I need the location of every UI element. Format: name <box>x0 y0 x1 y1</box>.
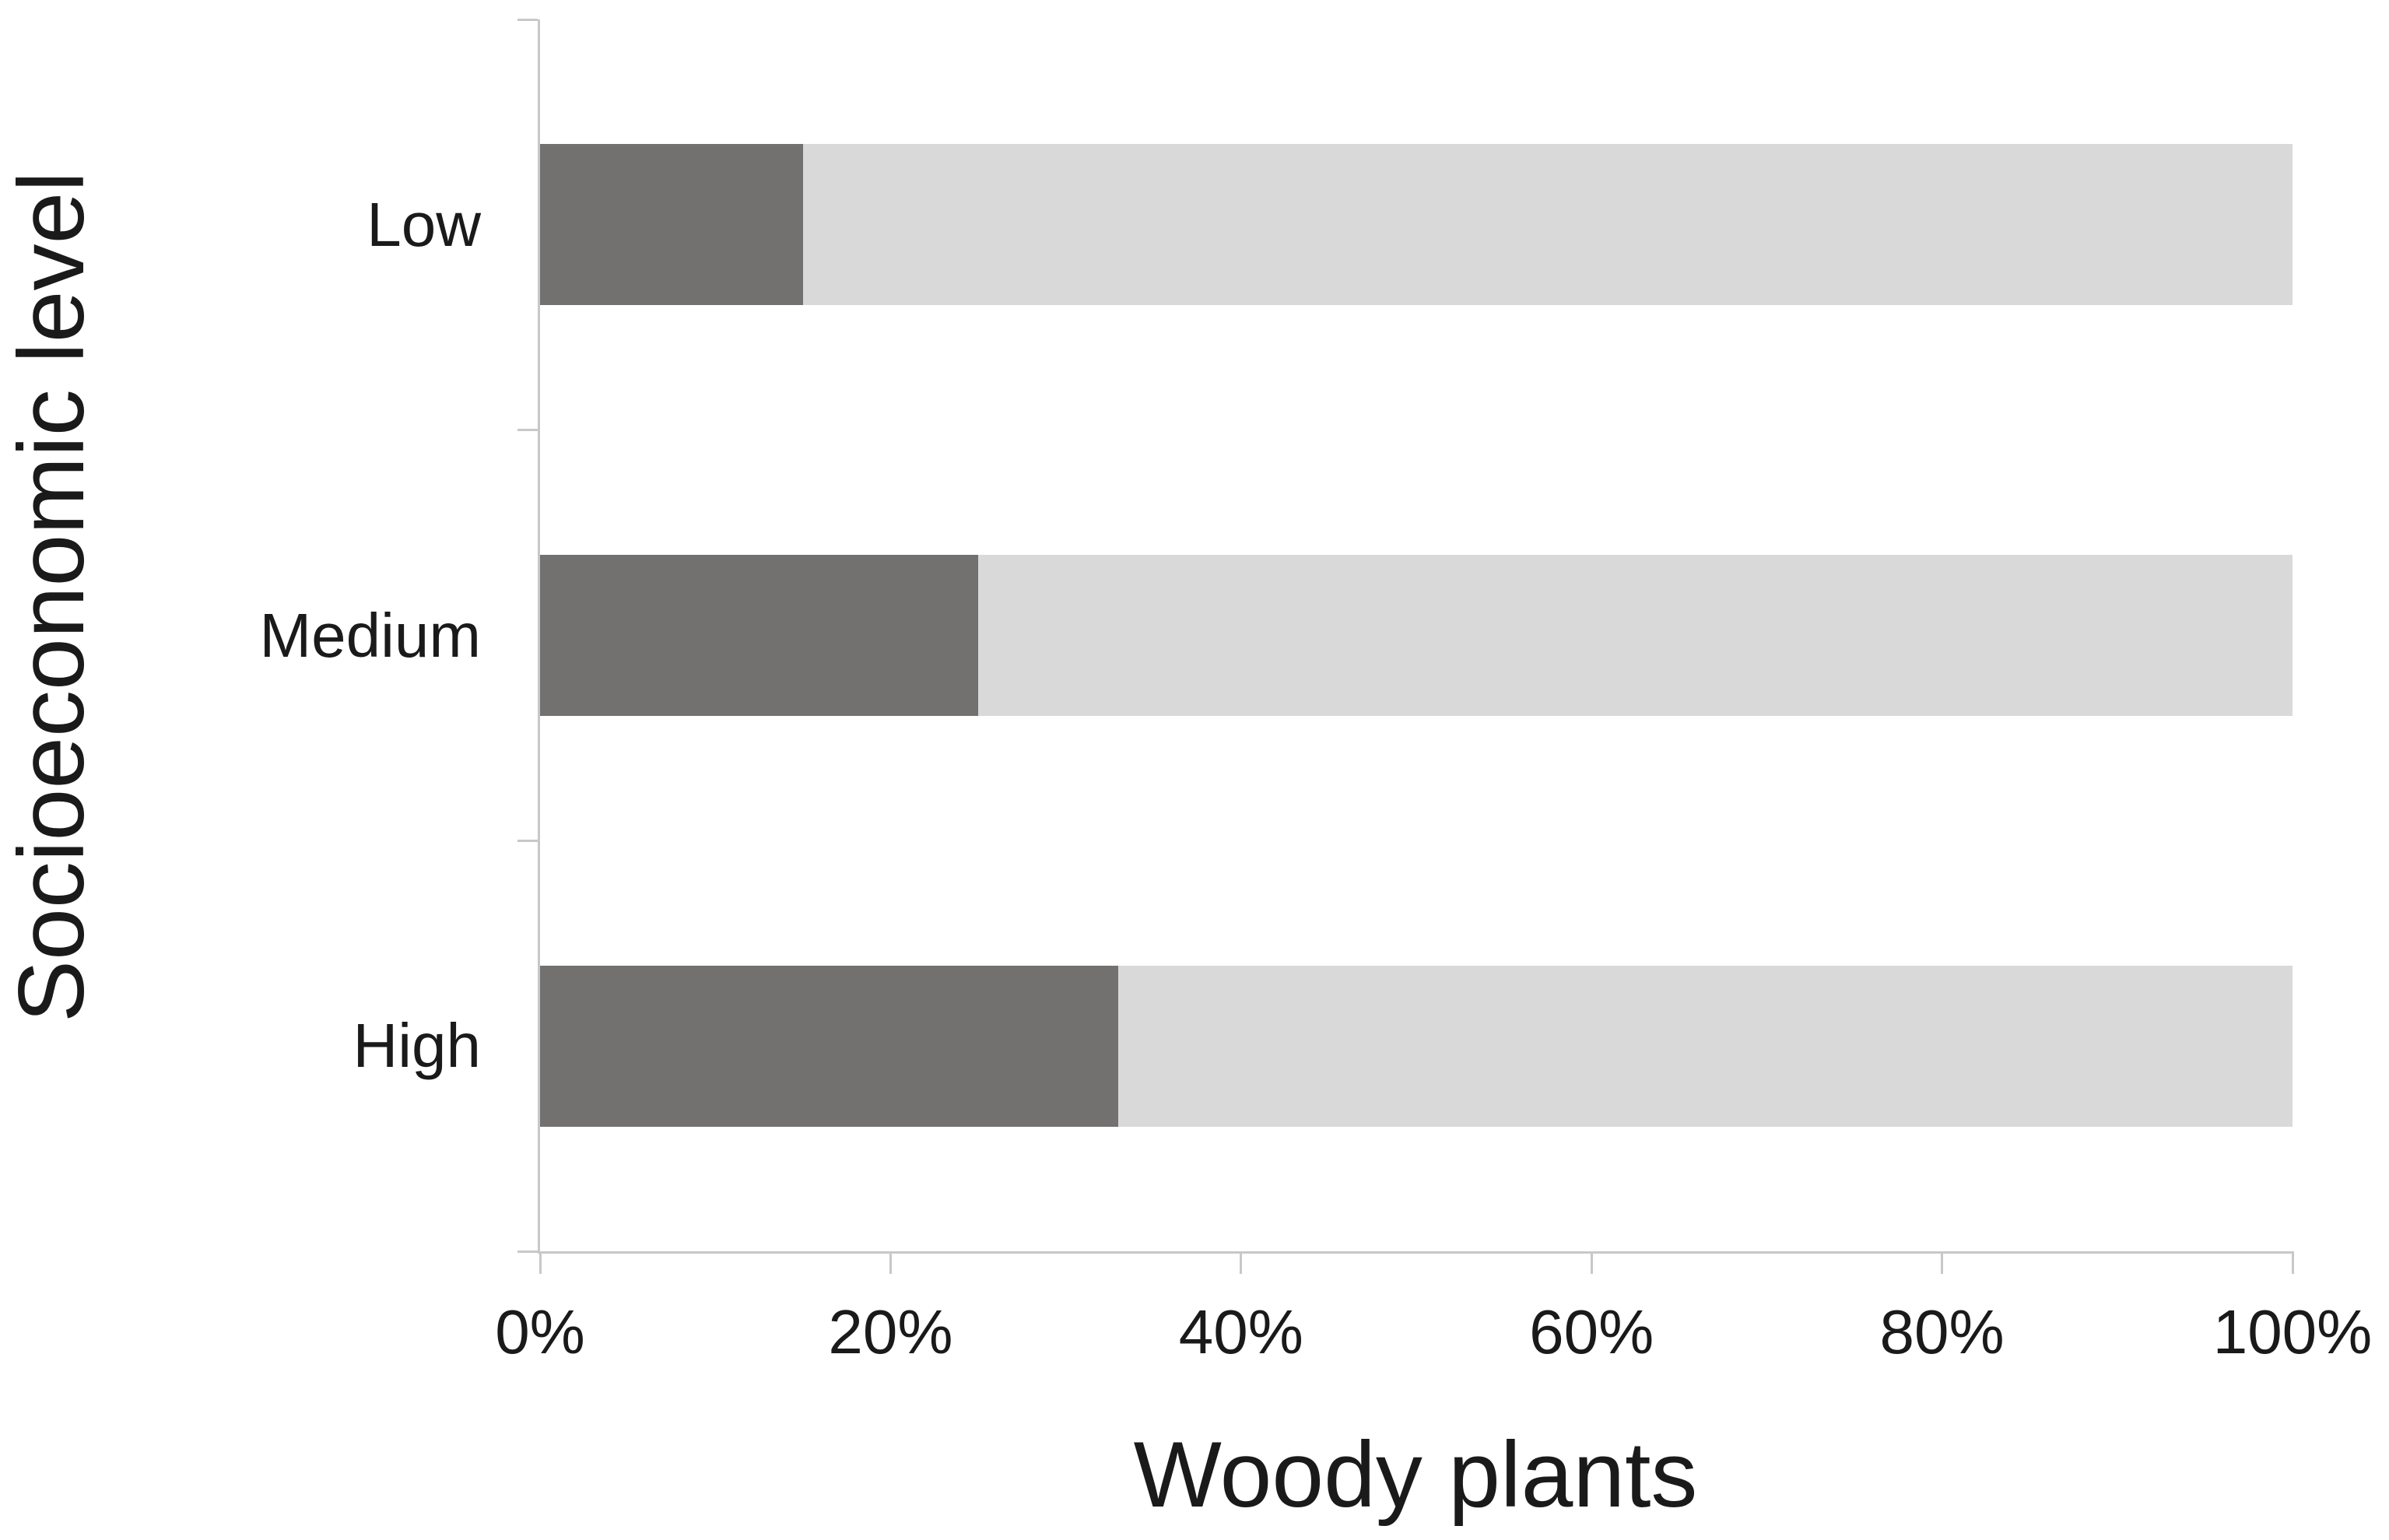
bar-row <box>540 840 2293 1251</box>
x-axis-tick-label: 20% <box>828 1297 953 1366</box>
stacked-bar <box>540 144 2293 306</box>
x-axis-tick-label: 0% <box>495 1297 585 1366</box>
x-axis-tick <box>538 1251 542 1274</box>
plot-area <box>517 18 2293 1254</box>
stacked-bar <box>540 965 2293 1127</box>
bar-segment-dark <box>540 965 1119 1127</box>
y-axis-tick <box>517 1250 538 1253</box>
category-label: Medium <box>259 600 481 670</box>
bar-row <box>540 430 2293 841</box>
bar-segment-light <box>978 555 2293 716</box>
bar-segment-light <box>1118 965 2293 1127</box>
bar-segment-dark <box>540 144 803 306</box>
bar-segment-dark <box>540 555 978 716</box>
x-axis-tick-label: 80% <box>1879 1297 2005 1366</box>
y-axis-title: Socioeconomic level <box>0 171 103 1023</box>
x-axis-tick <box>1590 1251 1593 1274</box>
x-axis-tick-label: 40% <box>1178 1297 1303 1366</box>
bar-segment-light <box>802 144 2293 306</box>
x-axis-tick <box>1941 1251 1944 1274</box>
y-axis-tick <box>517 429 538 432</box>
category-label: Low <box>367 189 481 259</box>
x-axis-tick-label: 100% <box>2212 1297 2373 1366</box>
x-axis-title: Woody plants <box>1133 1422 1698 1527</box>
x-axis-tick <box>2291 1251 2294 1274</box>
y-axis-tick <box>517 18 538 21</box>
x-axis-tick <box>1240 1251 1243 1274</box>
y-axis-tick <box>517 839 538 842</box>
bar-row <box>540 19 2293 430</box>
x-axis-tick <box>889 1251 892 1274</box>
x-axis-tick-label: 60% <box>1529 1297 1654 1366</box>
category-label: High <box>353 1011 481 1081</box>
stacked-bar <box>540 555 2293 716</box>
